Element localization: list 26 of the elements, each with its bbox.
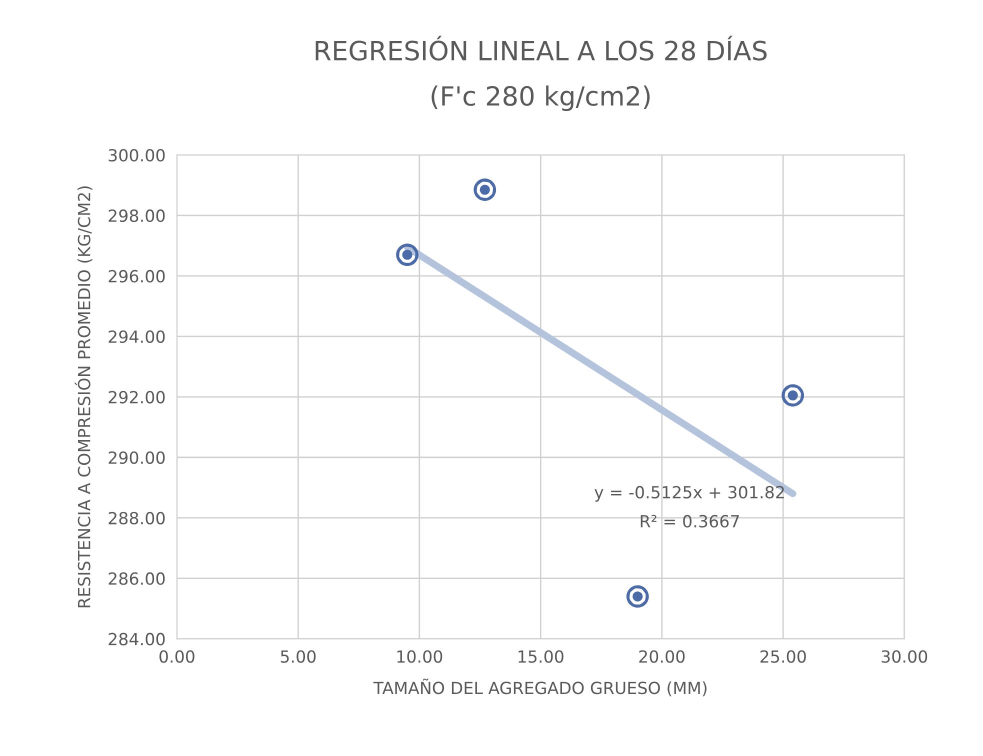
x-tick-label: 30.00 [882,650,928,663]
y-tick-label: 286.00 [108,572,165,585]
y-tick-label: 296.00 [108,270,165,283]
x-tick-label: 20.00 [639,650,685,663]
chart-title: REGRESIÓN LINEAL A LOS 28 DÍAS [316,36,767,61]
y-tick-label: 294.00 [108,330,165,343]
y-tick-label: 300.00 [108,148,165,162]
x-tick-label: 5.00 [280,650,316,663]
y-tick-label: 284.00 [108,632,165,646]
annotation: R² = 0.3667 [640,514,739,528]
x-axis-title: TAMAÑO DEL AGREGADO GRUESO (MM) [373,678,707,696]
x-tick-label: 10.00 [397,650,442,663]
y-tick-label: 298.00 [108,209,165,222]
x-tick-label: 15.00 [518,650,564,663]
annotation: y = -0.5125x + 301.82 [594,486,784,502]
point [396,244,418,266]
y-tick-label: 288.00 [108,512,165,524]
chart-subtitle: (F'c 280 kg/cm2) [432,86,650,112]
y-tick-label: 292.00 [108,390,165,404]
point [626,585,649,608]
point [782,384,804,407]
y-tick-label: 290.00 [108,451,165,464]
point [474,178,496,201]
y-axis-title: RESISTENCIA A COMPRESIÓN PROMEDIO (KG/CM2) [74,186,92,608]
x-tick-label: 0.00 [159,650,194,663]
x-tick-label: 25.00 [760,650,806,663]
